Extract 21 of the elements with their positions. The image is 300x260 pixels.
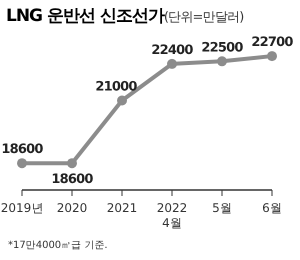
data-label: 18600 [51, 172, 94, 188]
chart-title: LNG 운반선 신조선가 [6, 6, 164, 26]
x-tick-label: 2021 [106, 201, 138, 215]
point [117, 95, 127, 106]
point [267, 51, 277, 62]
data-label: 18600 [1, 142, 44, 158]
data-label: 21000 [95, 79, 138, 94]
data-label: 22400 [151, 42, 194, 58]
text: *17만4000㎥급 기준. [8, 239, 108, 252]
data-label: 22700 [251, 35, 294, 50]
x-tick-label: 2022 4월 [156, 201, 188, 230]
point [17, 158, 27, 168]
point [67, 158, 77, 168]
data-label: 22500 [201, 40, 244, 56]
chart-subtitle: (단위=만달러) [164, 10, 244, 25]
point [167, 58, 177, 69]
x-tick-label: 5월 [212, 201, 232, 215]
x-tick-label: 2020 [56, 201, 88, 215]
x-tick-label: 2019년 [0, 201, 44, 215]
x-tick-label: 6월 [262, 201, 282, 215]
point [217, 56, 227, 66]
